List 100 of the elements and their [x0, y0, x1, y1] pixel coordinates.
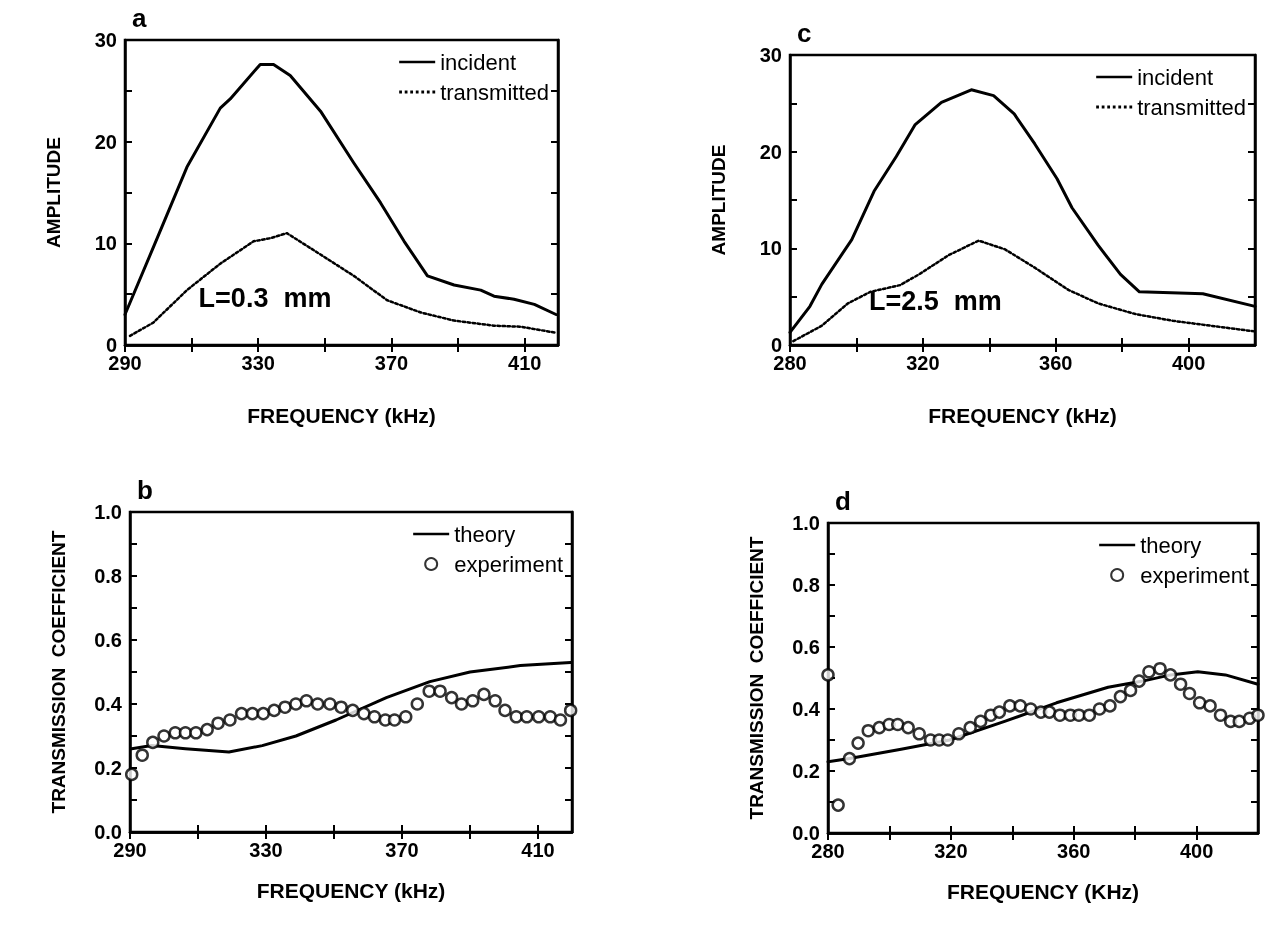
point [520, 710, 534, 724]
point [963, 720, 977, 735]
legend-label: transmitted [1137, 94, 1247, 120]
point [952, 727, 966, 741]
legend-label: incident [1137, 64, 1214, 90]
x-axis-title: FREQUENCY (KHz) [946, 880, 1140, 903]
point [1092, 702, 1107, 716]
point [310, 697, 325, 711]
point [1251, 708, 1265, 722]
y-tick-label: 0.2 [792, 760, 820, 782]
point [821, 668, 835, 682]
x-axis-title: FREQUENCY (kHz) [247, 404, 436, 427]
y-tick-label: 30 [94, 29, 117, 51]
y-tick-label: 0.6 [792, 636, 820, 658]
x-tick-label: 400 [1179, 840, 1214, 862]
point [1123, 683, 1138, 698]
point [367, 710, 382, 724]
x-tick-label: 360 [1057, 840, 1091, 862]
y-tick-label: 0.8 [94, 565, 122, 587]
point [1103, 699, 1117, 713]
point [1232, 714, 1247, 729]
x-tick-label: 320 [906, 352, 940, 374]
point [399, 710, 413, 724]
point [223, 713, 237, 727]
point [124, 767, 139, 782]
x-tick-label: 320 [934, 840, 968, 862]
y-tick-label: 10 [94, 232, 117, 255]
y-tick-label: 0.6 [94, 629, 122, 651]
y-tick-label: 1.0 [792, 512, 820, 534]
point [278, 700, 292, 714]
point [465, 694, 480, 708]
point [861, 723, 875, 738]
point [299, 694, 314, 708]
point [509, 710, 523, 724]
x-tick-label: 360 [1039, 352, 1073, 374]
y-tick-label: 1.0 [94, 501, 122, 523]
point [1053, 708, 1067, 722]
point [178, 726, 193, 740]
x-tick-label: 410 [508, 352, 542, 374]
point [422, 684, 436, 698]
point [157, 729, 171, 743]
point [1042, 705, 1057, 719]
point [1023, 702, 1038, 716]
point [531, 710, 546, 724]
y-axis-title: AMPLITUDE [43, 137, 64, 248]
point [345, 703, 360, 718]
chart-title: a [132, 3, 147, 33]
point [842, 751, 857, 766]
point [289, 697, 303, 711]
point [189, 726, 203, 740]
point [1213, 708, 1228, 722]
point [454, 697, 469, 711]
annotation: L=2.5 mm [869, 285, 1002, 316]
y-tick-label: 0.4 [792, 698, 821, 720]
point [912, 727, 926, 741]
point [1203, 699, 1217, 713]
y-tick-label: 0.8 [792, 574, 820, 596]
y-tick-label: 0.4 [94, 693, 123, 715]
y-tick-label: 20 [759, 140, 782, 163]
point [901, 720, 915, 735]
legend-label: incident [440, 49, 517, 75]
legend-label: experiment [454, 551, 564, 577]
y-axis-title: TRANSMISSION COEFFICIENT [746, 536, 767, 820]
legend-label: experiment [1140, 562, 1250, 588]
point [323, 697, 337, 711]
point [992, 705, 1007, 719]
point [146, 735, 160, 750]
legend-label: theory [1140, 532, 1202, 558]
point [1163, 668, 1178, 682]
point [245, 706, 260, 721]
y-tick-label: 10 [759, 237, 782, 260]
x-tick-label: 370 [374, 352, 409, 374]
point [410, 697, 425, 711]
annotation: L=0.3 mm [198, 282, 332, 313]
x-tick-label: 370 [385, 839, 419, 861]
point [334, 700, 348, 714]
point [941, 733, 955, 747]
point [1153, 661, 1167, 676]
point [433, 684, 447, 698]
y-axis-title: AMPLITUDE [708, 144, 729, 256]
point [1142, 665, 1156, 679]
point [267, 703, 281, 718]
point [357, 706, 371, 721]
point [1013, 699, 1028, 713]
chart-title: b [137, 475, 153, 505]
point [211, 716, 225, 730]
point [1072, 708, 1086, 722]
point [200, 722, 214, 737]
x-axis-title: FREQUENCY (kHz) [928, 404, 1117, 427]
point [543, 710, 557, 724]
legend-label: theory [454, 521, 516, 547]
chart-title: d [835, 486, 851, 516]
point [831, 798, 845, 812]
x-axis-title: FREQUENCY (kHz) [256, 879, 446, 902]
point [477, 687, 491, 702]
point [256, 706, 271, 721]
point [1003, 699, 1017, 713]
point [1182, 686, 1197, 701]
x-tick-label: 330 [241, 352, 275, 374]
x-tick-label: 410 [521, 839, 555, 861]
